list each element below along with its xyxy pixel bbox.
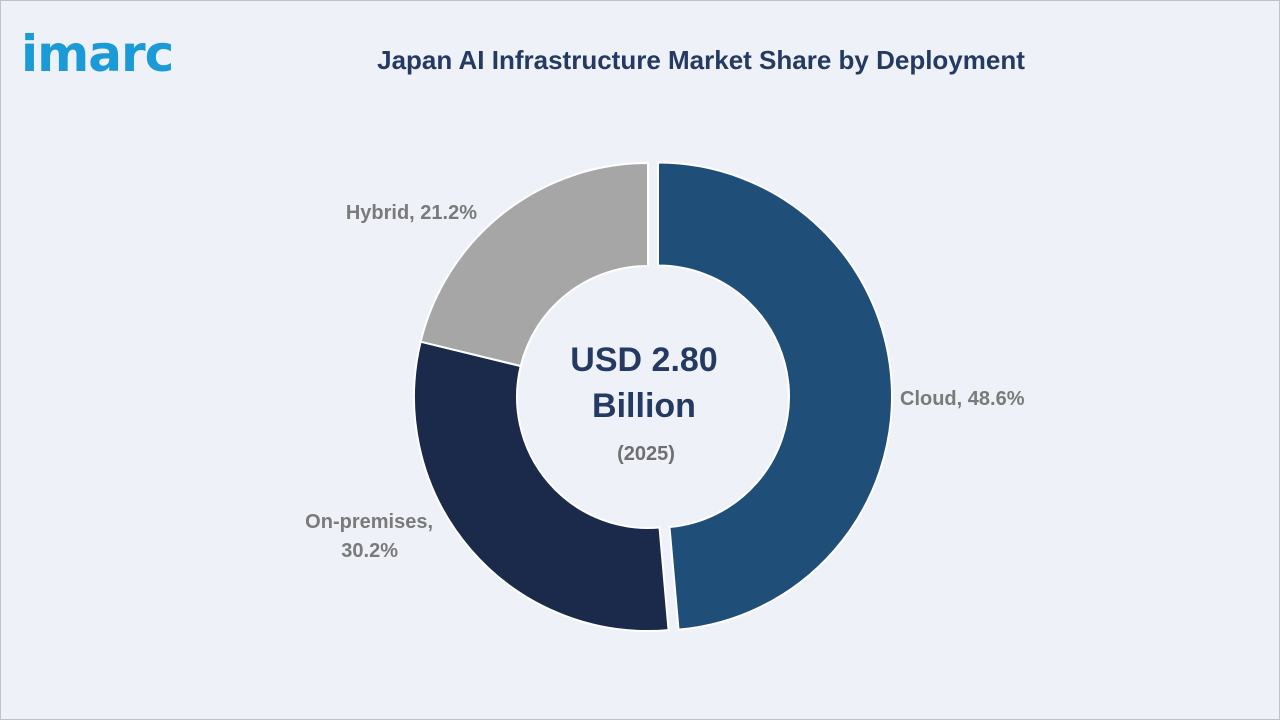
chart-title: Japan AI Infrastructure Market Share by … (377, 45, 1025, 75)
slice-label-on-premises-line2: 30.2% (341, 540, 398, 562)
imarc-logo: imarc (21, 25, 174, 83)
donut-slice-cloud (656, 161, 893, 631)
center-year-label: (2025) (617, 443, 675, 465)
center-value-line1: USD 2.80 (570, 341, 717, 379)
slice-label-hybrid: Hybrid, 21.2% (346, 202, 477, 224)
slice-label-cloud: Cloud, 48.6% (900, 388, 1025, 410)
donut-slice-on-premises (413, 340, 670, 632)
donut-slice-hybrid (419, 161, 649, 368)
center-value-line2: Billion (592, 387, 696, 425)
donut-slices (413, 161, 893, 632)
slice-label-on-premises-line1: On-premises, (305, 511, 433, 533)
